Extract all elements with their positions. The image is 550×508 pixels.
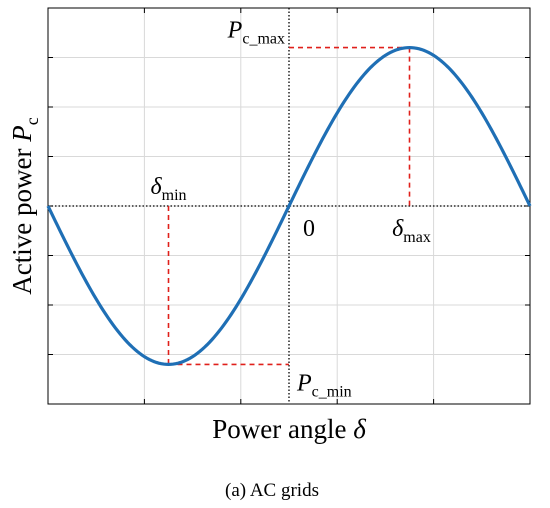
power-angle-curve	[46, 45, 532, 367]
delta-min-label: δmin	[150, 174, 186, 204]
x-axis-title: Power angle δ	[212, 414, 366, 444]
p-max-label: Pc_max	[227, 18, 285, 48]
delta-max-label: δmax	[392, 216, 431, 246]
y-axis-title: Active power Pc	[7, 117, 42, 294]
guide-lines	[167, 46, 411, 366]
origin-label: 0	[303, 216, 315, 242]
p-min-label: Pc_min	[296, 370, 352, 400]
figure-caption: (a) AC grids	[225, 480, 319, 501]
